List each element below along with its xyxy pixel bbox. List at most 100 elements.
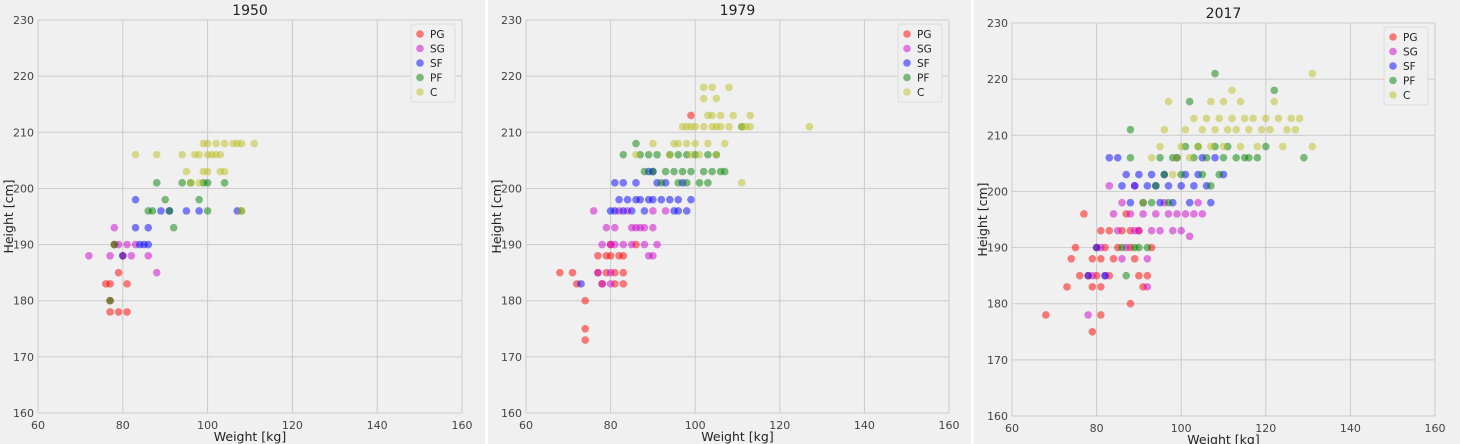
- data-point-SF: [182, 207, 191, 215]
- data-point-PF: [704, 179, 712, 187]
- data-point-PG: [106, 308, 114, 316]
- data-point-PG: [1067, 254, 1076, 263]
- data-point-SG: [1109, 210, 1118, 218]
- data-point-PG: [1097, 283, 1105, 291]
- data-point-SF: [674, 195, 683, 204]
- data-point-SG: [1168, 226, 1177, 235]
- data-point-SG: [106, 252, 114, 260]
- data-point-C: [1232, 125, 1240, 134]
- data-point-PG: [1088, 327, 1097, 336]
- legend-label: C: [917, 87, 924, 99]
- chart-panel-1: 60 80 100 120 140 160 160 170 180 190 200 210 220 230…: [0, 0, 485, 444]
- legend-marker-SG: [903, 44, 911, 53]
- data-point-PG: [606, 252, 615, 260]
- data-point-PF: [649, 167, 657, 176]
- data-point-C: [729, 111, 738, 120]
- y-tick-label: 170: [13, 351, 34, 364]
- data-point-PG: [1097, 311, 1105, 319]
- data-point-PF: [695, 179, 704, 187]
- data-point-PF: [178, 179, 186, 187]
- data-point-SF: [1122, 170, 1131, 179]
- data-point-PG: [1088, 283, 1097, 291]
- data-point-PF: [106, 296, 114, 305]
- y-tick-label: 200: [501, 182, 522, 195]
- legend-label: SF: [917, 58, 930, 70]
- data-point-PG: [1109, 254, 1118, 263]
- data-point-PG: [1135, 271, 1143, 280]
- legend-marker-PF: [1389, 76, 1397, 85]
- data-point-PF: [1211, 69, 1219, 78]
- data-point-SF: [1185, 198, 1194, 207]
- x-tick-label: 160: [452, 419, 473, 432]
- data-point-SF: [1092, 243, 1101, 252]
- data-point-C: [195, 179, 203, 187]
- legend: PG SG SF PF C: [897, 23, 943, 103]
- data-point-PF: [110, 240, 119, 249]
- data-point-C: [1253, 142, 1262, 151]
- legend-marker-SF: [1389, 62, 1397, 70]
- data-point-PF: [657, 179, 666, 187]
- x-tick-label: 80: [1090, 422, 1104, 435]
- data-point-C: [666, 150, 674, 159]
- data-point-SG: [598, 240, 606, 249]
- legend-marker-SG: [1389, 47, 1397, 56]
- data-point-SF: [649, 195, 657, 204]
- data-point-SG: [649, 207, 657, 215]
- y-tick-label: 160: [13, 407, 34, 420]
- y-tick-label: 220: [501, 70, 522, 83]
- data-point-SF: [627, 207, 636, 215]
- data-point-SF: [682, 207, 691, 215]
- data-point-SF: [1190, 182, 1198, 190]
- legend: PG SG SF PF C: [1383, 26, 1429, 106]
- x-tick-label: 60: [1005, 422, 1019, 435]
- data-point-PF: [1164, 198, 1173, 207]
- data-point-PF: [632, 139, 640, 148]
- data-point-SF: [1130, 182, 1139, 190]
- data-point-SG: [1198, 210, 1207, 218]
- data-point-PF: [195, 195, 203, 204]
- data-point-SG: [144, 252, 153, 260]
- panel-background: [0, 0, 485, 444]
- x-tick-label: 160: [939, 419, 960, 432]
- data-point-SF: [144, 223, 153, 232]
- data-point-PF: [1160, 170, 1169, 179]
- data-point-C: [632, 150, 640, 159]
- data-point-SF: [615, 195, 623, 204]
- data-point-SF: [195, 207, 203, 215]
- data-point-C: [746, 122, 754, 131]
- data-point-SF: [1118, 182, 1126, 190]
- data-point-PF: [1253, 153, 1262, 162]
- data-point-C: [1249, 114, 1257, 123]
- data-point-C: [250, 139, 259, 148]
- y-tick-label: 220: [13, 70, 34, 83]
- data-point-SG: [1164, 210, 1173, 218]
- data-point-SF: [687, 195, 695, 204]
- x-tick-label: 120: [282, 419, 303, 432]
- data-point-C: [1287, 114, 1295, 123]
- data-point-PF: [708, 167, 716, 176]
- data-point-PF: [1207, 182, 1215, 190]
- legend-label: PF: [917, 73, 929, 85]
- legend-label: C: [1403, 90, 1410, 102]
- data-point-PF: [687, 167, 695, 176]
- data-point-PF: [1232, 153, 1240, 162]
- data-point-C: [216, 150, 225, 159]
- legend: PG SG SF PF C: [410, 23, 456, 103]
- data-point-PG: [1071, 243, 1080, 252]
- y-tick-label: 230: [987, 17, 1008, 30]
- chart-panel-3: 60 80 100 120 140 160 160 170 180 190 200 210 220 230…: [974, 0, 1460, 444]
- data-point-C: [1168, 170, 1177, 179]
- data-point-PF: [1202, 153, 1211, 162]
- data-point-PF: [1135, 243, 1143, 252]
- data-point-SF: [1105, 153, 1114, 162]
- data-point-SF: [1084, 271, 1092, 280]
- data-point-PF: [699, 167, 708, 176]
- legend-marker-PG: [416, 30, 424, 38]
- data-point-SG: [1126, 210, 1135, 218]
- y-tick-label: 210: [501, 126, 522, 139]
- data-point-PF: [661, 167, 670, 176]
- series-SG: [85, 223, 161, 277]
- data-point-PG: [1075, 271, 1084, 280]
- data-point-PF: [203, 179, 212, 187]
- legend-marker-PG: [903, 30, 911, 38]
